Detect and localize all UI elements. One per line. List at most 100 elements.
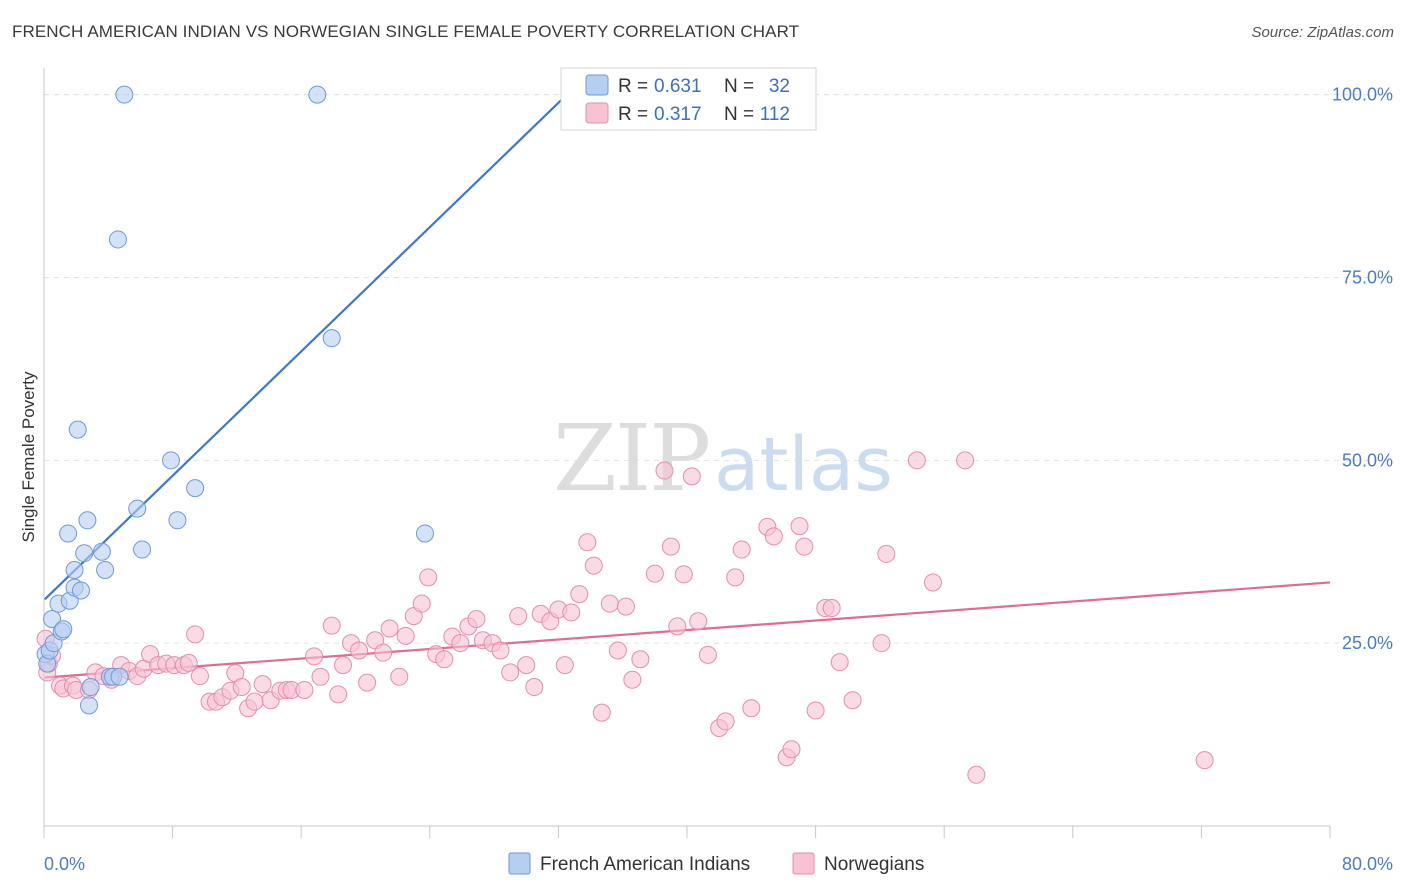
point-norwegians [1195,751,1214,770]
legend-n-value-2: 112 [760,104,790,125]
x-tick-min: 0.0% [44,854,85,874]
point-norwegians [584,556,603,575]
point-norwegians [186,625,205,644]
series-swatch-norwegians [792,852,815,875]
legend-r-value-2: 0.317 [654,104,702,125]
point-french-american-indians [308,85,327,104]
y-axis-label: Single Female Poverty [19,371,38,543]
point-norwegians [592,703,611,722]
point-norwegians [623,670,642,689]
y-tick-labels: 25.0% 50.0% 75.0% 100.0% [1332,85,1393,654]
source-credit: Source: ZipAtlas.com [1251,24,1394,41]
point-french-american-indians [96,561,115,580]
point-norwegians [661,537,680,556]
axes [43,68,1331,838]
point-norwegians [311,667,330,686]
point-norwegians [396,626,415,645]
point-norwegians [682,467,701,486]
point-french-american-indians [78,511,97,530]
point-norwegians [716,712,735,731]
point-norwegians [491,641,510,660]
point-french-american-indians [115,85,134,104]
point-norwegians [555,656,574,675]
point-french-american-indians [110,667,129,686]
point-french-american-indians [133,540,152,559]
point-norwegians [578,533,597,552]
point-norwegians [907,451,926,470]
point-norwegians [732,540,751,559]
series-swatch-french-american-indians [508,852,531,875]
point-norwegians [435,650,454,669]
point-french-american-indians [161,451,180,470]
point-french-american-indians [168,511,187,530]
point-norwegians [322,616,341,635]
point-norwegians [655,461,674,480]
point-norwegians [525,678,544,697]
point-norwegians [333,656,352,675]
chart-title: FRENCH AMERICAN INDIAN VS NORWEGIAN SING… [12,22,800,41]
point-norwegians [253,675,272,694]
point-norwegians [795,537,814,556]
point-norwegians [562,603,581,622]
point-french-american-indians [128,499,147,518]
legend-r-value-1: 0.631 [654,76,702,97]
point-norwegians [374,643,393,662]
series-label-french-american-indians: French American Indians [540,854,750,875]
point-norwegians [631,650,650,669]
point-norwegians [245,692,264,711]
y-tick-label: 50.0% [1342,450,1393,470]
point-norwegians [674,565,693,584]
point-norwegians [295,680,314,699]
y-tick-label: 75.0% [1342,267,1393,287]
legend-n-label-1: N = [724,76,754,97]
point-norwegians [806,701,825,720]
point-norwegians [570,585,589,604]
point-norwegians [501,663,520,682]
point-norwegians [822,599,841,618]
legend-n-value-1: 32 [769,76,790,97]
point-french-american-indians [59,524,78,543]
point-norwegians [956,451,975,470]
trend-lines [44,72,1331,679]
point-french-american-indians [68,420,87,439]
point-french-american-indians [71,581,90,600]
point-norwegians [726,568,745,587]
series-legend: French American Indians Norwegians [508,852,924,875]
point-norwegians [877,544,896,563]
point-norwegians [742,699,761,718]
point-french-american-indians [81,678,100,697]
point-norwegians [350,641,369,660]
point-norwegians [380,619,399,638]
point-norwegians [616,597,635,616]
x-tick-max: 80.0% [1342,854,1393,874]
point-norwegians [698,645,717,664]
point-norwegians [179,653,198,672]
watermark-zip: ZIP [553,405,709,512]
point-french-american-indians [322,329,341,348]
point-french-american-indians [65,561,84,580]
point-french-american-indians [54,620,73,639]
legend-r-label-2: R = [618,104,648,125]
point-norwegians [419,568,438,587]
watermark-atlas: atlas [714,422,893,508]
point-norwegians [329,685,348,704]
point-norwegians [843,691,862,710]
point-french-american-indians [43,610,62,629]
point-french-american-indians [108,230,127,249]
point-french-american-indians [92,542,111,561]
point-norwegians [467,610,486,629]
point-norwegians [790,517,809,536]
point-norwegians [451,634,470,653]
point-french-american-indians [75,544,94,563]
trend-line-norwegians [44,581,1331,679]
point-norwegians [412,594,431,613]
legend-n-label-2: N = [724,104,754,125]
point-norwegians [764,527,783,546]
point-norwegians [645,564,664,583]
data-points [36,85,1214,784]
point-norwegians [689,612,708,631]
point-norwegians [305,647,324,666]
legend-r-label-1: R = [618,76,648,97]
point-norwegians [923,573,942,592]
watermark: ZIP atlas [553,405,893,512]
